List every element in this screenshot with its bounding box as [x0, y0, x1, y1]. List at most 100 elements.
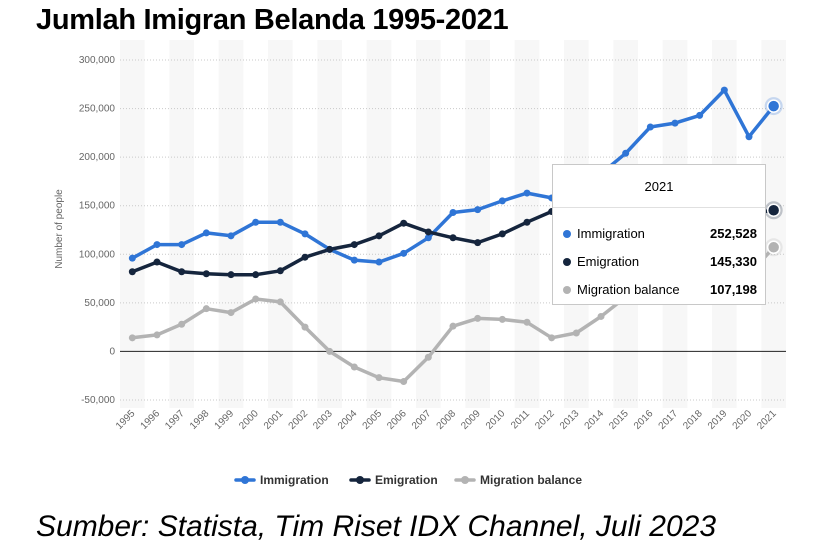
- point-emigration: [375, 232, 383, 240]
- point-migration-balance: [252, 295, 260, 303]
- point-migration-balance: [498, 315, 506, 323]
- point-immigration: [301, 230, 309, 238]
- point-migration-balance: [128, 334, 136, 342]
- y-tick-label: 300,000: [79, 55, 116, 66]
- point-emigration: [498, 230, 506, 238]
- x-tick-label: 2008: [435, 408, 459, 432]
- point-emigration: [766, 203, 781, 218]
- tooltip-name: Migration balance: [577, 282, 680, 297]
- x-tick-label: 2013: [558, 408, 582, 432]
- point-immigration: [350, 256, 358, 264]
- y-axis: -50,000 0 50,000 100,000 150,000 200,000 250,0…: [79, 55, 116, 406]
- point-migration-balance: [178, 320, 186, 328]
- tooltip-dot-balance: [563, 286, 571, 294]
- point-immigration: [474, 206, 482, 214]
- point-immigration: [622, 149, 630, 157]
- point-immigration: [400, 249, 408, 257]
- point-immigration: [671, 119, 679, 127]
- x-tick-label: 2005: [361, 408, 385, 432]
- x-tick-label: 1997: [163, 408, 187, 432]
- tooltip-dot-emigration: [563, 258, 571, 266]
- x-tick-label: 2017: [657, 408, 681, 432]
- legend-marker: [241, 476, 249, 484]
- y-tick-label: 250,000: [79, 104, 116, 115]
- x-tick-label: 2004: [336, 408, 360, 432]
- point-immigration: [449, 209, 457, 217]
- point-migration-balance: [523, 318, 531, 326]
- x-tick-label: 2015: [607, 408, 631, 432]
- point-immigration: [523, 189, 531, 197]
- y-axis-label: Number of people: [54, 189, 65, 269]
- legend: Immigration Emigration Migration balance: [234, 473, 582, 487]
- x-axis: 1995 1996 1997 1998 1999 2000 2001 2002 2003 2004…: [114, 408, 779, 432]
- series-points: [128, 86, 783, 386]
- point-migration-balance: [474, 314, 482, 322]
- x-tick-label: 2007: [410, 408, 434, 432]
- point-emigration: [474, 239, 482, 247]
- legend-label: Immigration: [260, 473, 329, 487]
- x-tick-label: 2009: [459, 408, 483, 432]
- x-tick-label: 2021: [755, 408, 779, 432]
- y-tick-label: -50,000: [81, 395, 115, 406]
- point-emigration: [153, 258, 161, 266]
- column-band: [169, 40, 194, 408]
- y-tick-label: 150,000: [79, 201, 116, 212]
- point-emigration: [326, 245, 334, 253]
- point-emigration: [202, 270, 210, 278]
- x-tick-label: 2002: [287, 408, 311, 432]
- point-migration-balance: [424, 353, 432, 361]
- point-emigration: [424, 228, 432, 236]
- tooltip-row-emigration: Emigration 145,330: [563, 254, 757, 272]
- tooltip-row-immigration: Immigration 252,528: [563, 226, 757, 244]
- point-migration-balance: [276, 298, 284, 306]
- point-immigration: [178, 241, 186, 249]
- column-band: [465, 40, 490, 408]
- point-emigration: [350, 241, 358, 249]
- tooltip-value: 145,330: [710, 254, 757, 269]
- point-immigration: [276, 218, 284, 226]
- column-band: [366, 40, 392, 408]
- x-tick-label: 2020: [731, 408, 755, 432]
- y-tick-label: 200,000: [79, 152, 116, 163]
- point-immigration: [745, 133, 753, 141]
- x-tick-label: 2012: [533, 408, 557, 432]
- point-immigration: [227, 232, 235, 240]
- point-migration-balance: [548, 334, 556, 342]
- point-migration-balance: [400, 378, 408, 386]
- tooltip-name: Emigration: [577, 254, 640, 269]
- x-tick-label: 2018: [681, 408, 705, 432]
- x-tick-label: 1996: [139, 408, 163, 432]
- point-emigration: [449, 234, 457, 242]
- point-migration-balance: [326, 347, 334, 355]
- column-band: [416, 40, 441, 408]
- y-tick-label: 100,000: [79, 249, 116, 260]
- tooltip-row-balance: Migration balance 107,198: [563, 282, 757, 300]
- point-immigration: [128, 254, 136, 262]
- x-tick-label: 1995: [114, 408, 138, 432]
- y-tick-label: 50,000: [84, 298, 115, 309]
- source-caption: Sumber: Statista, Tim Riset IDX Channel,…: [36, 510, 717, 543]
- legend-label: Migration balance: [480, 473, 582, 487]
- x-tick-label: 2010: [484, 408, 508, 432]
- point-emigration: [227, 271, 235, 279]
- point-migration-balance: [572, 329, 580, 337]
- column-band: [317, 40, 342, 408]
- legend-marker: [356, 476, 364, 484]
- x-tick-label: 2019: [706, 408, 730, 432]
- y-tick-label: 0: [109, 346, 115, 357]
- tooltip-divider: [553, 207, 765, 208]
- legend-label: Emigration: [375, 473, 438, 487]
- x-tick-label: 2001: [262, 408, 286, 432]
- point-emigration: [301, 253, 309, 261]
- point-immigration: [720, 86, 728, 94]
- tooltip-year: 2021: [644, 179, 674, 194]
- point-migration-balance: [597, 312, 605, 320]
- point-migration-balance: [301, 323, 309, 331]
- x-tick-label: 2011: [509, 408, 532, 431]
- point-emigration: [523, 218, 531, 226]
- tooltip-name: Immigration: [577, 226, 645, 241]
- tooltip-dot-immigration: [563, 230, 571, 238]
- point-immigration: [153, 241, 161, 249]
- point-migration-balance: [153, 331, 161, 339]
- x-tick-label: 2006: [385, 408, 409, 432]
